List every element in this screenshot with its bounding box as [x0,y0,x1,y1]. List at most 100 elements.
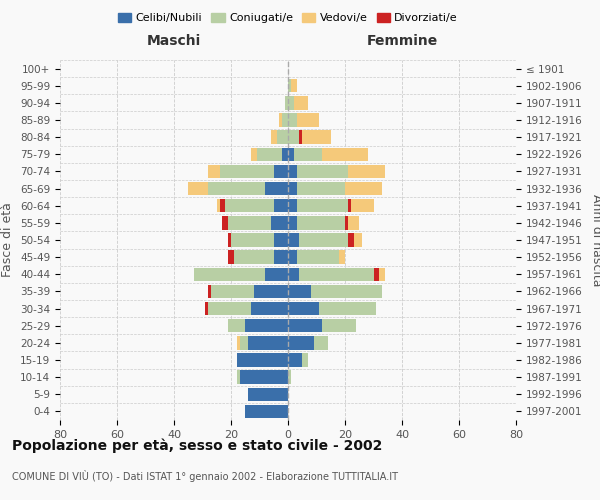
Bar [288,284,311,298]
Bar [299,234,348,246]
Bar [220,199,226,212]
Text: Femmine: Femmine [367,34,437,48]
Bar [271,130,277,144]
Bar [208,302,251,316]
Bar [228,319,245,332]
Bar [288,164,296,178]
Bar [296,199,348,212]
Bar [296,164,348,178]
Bar [265,182,288,196]
Bar [288,216,296,230]
Bar [296,250,340,264]
Bar [208,284,211,298]
Bar [294,96,308,110]
Bar [211,284,254,298]
Bar [288,370,291,384]
Bar [274,234,288,246]
Bar [348,234,353,246]
Bar [254,284,288,298]
Bar [345,216,348,230]
Bar [348,199,351,212]
Bar [348,164,385,178]
Bar [288,199,296,212]
Bar [239,336,248,349]
Bar [288,234,299,246]
Text: COMUNE DI VIÙ (TO) - Dati ISTAT 1° gennaio 2002 - Elaborazione TUTTITALIA.IT: COMUNE DI VIÙ (TO) - Dati ISTAT 1° genna… [12,470,398,482]
Bar [353,234,362,246]
Bar [288,354,302,366]
Bar [236,354,288,366]
Y-axis label: Fasce di età: Fasce di età [1,202,14,278]
Bar [237,370,239,384]
Bar [188,182,208,196]
Bar [288,79,291,92]
Bar [251,148,257,161]
Bar [322,148,368,161]
Bar [271,216,288,230]
Bar [288,96,294,110]
Bar [239,370,288,384]
Bar [299,130,302,144]
Bar [231,234,274,246]
Bar [296,114,319,126]
Y-axis label: Anni di nascita: Anni di nascita [590,194,600,286]
Bar [194,268,265,281]
Bar [296,216,345,230]
Text: Maschi: Maschi [147,34,201,48]
Bar [296,182,345,196]
Bar [248,336,288,349]
Bar [274,164,288,178]
Bar [294,148,322,161]
Bar [208,164,220,178]
Bar [228,250,234,264]
Bar [288,148,294,161]
Bar [245,319,288,332]
Bar [288,336,314,349]
Bar [220,164,274,178]
Bar [226,199,274,212]
Bar [345,182,382,196]
Bar [350,199,373,212]
Bar [288,130,299,144]
Bar [373,268,379,281]
Bar [277,130,288,144]
Bar [288,268,299,281]
Bar [302,354,308,366]
Bar [217,199,220,212]
Bar [319,302,376,316]
Bar [288,319,322,332]
Bar [348,216,359,230]
Bar [340,250,345,264]
Bar [245,404,288,418]
Bar [234,250,274,264]
Bar [288,182,296,196]
Bar [205,302,208,316]
Bar [302,130,331,144]
Bar [251,302,288,316]
Bar [291,79,296,92]
Bar [299,268,373,281]
Bar [283,148,288,161]
Bar [285,96,288,110]
Bar [283,114,288,126]
Bar [265,268,288,281]
Bar [274,250,288,264]
Bar [288,302,319,316]
Bar [257,148,283,161]
Bar [223,216,228,230]
Bar [379,268,385,281]
Bar [237,336,239,349]
Bar [248,388,288,401]
Bar [274,199,288,212]
Bar [228,234,231,246]
Bar [322,319,356,332]
Bar [288,250,296,264]
Bar [280,114,283,126]
Text: Popolazione per età, sesso e stato civile - 2002: Popolazione per età, sesso e stato civil… [12,438,382,453]
Bar [208,182,265,196]
Legend: Celibi/Nubili, Coniugati/e, Vedovi/e, Divorziati/e: Celibi/Nubili, Coniugati/e, Vedovi/e, Di… [113,8,463,28]
Bar [288,114,296,126]
Bar [311,284,382,298]
Bar [314,336,328,349]
Bar [228,216,271,230]
